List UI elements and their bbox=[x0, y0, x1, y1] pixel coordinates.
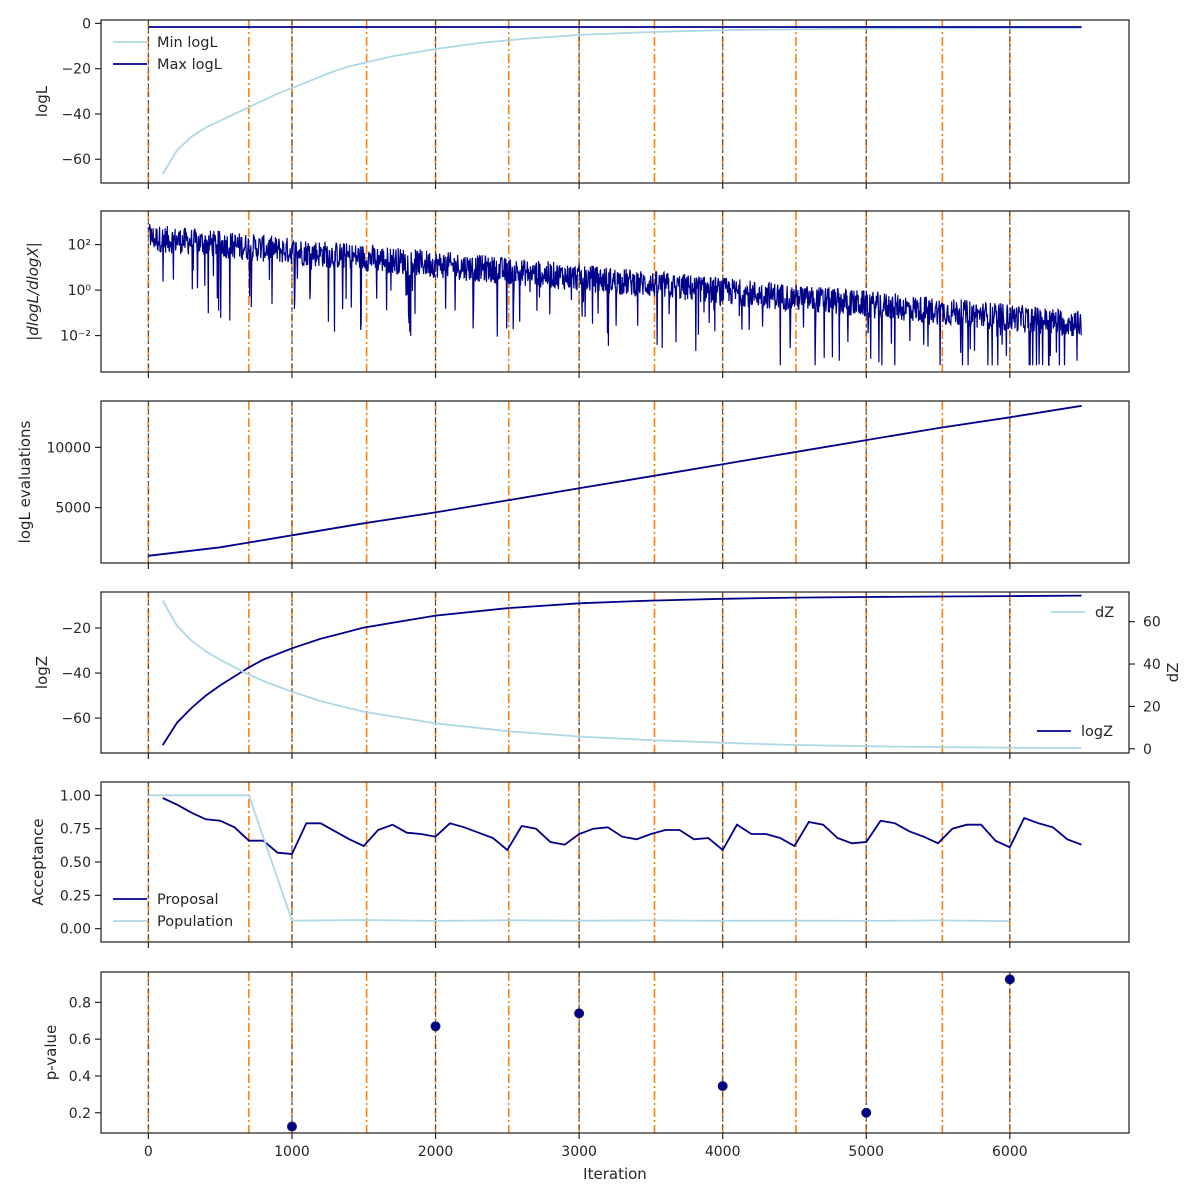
p-value-point bbox=[430, 1021, 441, 1032]
population-line bbox=[148, 794, 1010, 922]
x-tick-label: 2000 bbox=[418, 1144, 454, 1160]
legend-dz: dZ bbox=[1051, 605, 1114, 621]
panel-logz: −20 −40 −60 0 20 40 60 logZ dZ dZ logZ bbox=[33, 591, 1182, 759]
iteration-marker-lines bbox=[147, 401, 1011, 563]
plot-series bbox=[286, 974, 1015, 1132]
p-value-point bbox=[717, 1081, 728, 1092]
x-tick-label: 0 bbox=[144, 1144, 153, 1160]
legend-logz: logZ bbox=[1037, 724, 1113, 740]
y-tick-label: 0.4 bbox=[69, 1069, 91, 1085]
x-axis-ticks bbox=[147, 563, 1011, 569]
panel-dlogl-dlogx: 10² 10⁰ 10⁻² |dlogL/dlogX| bbox=[24, 210, 1130, 378]
y-tick-label: 0.6 bbox=[69, 1032, 91, 1048]
legend: Min logL Max logL bbox=[113, 35, 222, 73]
iteration-marker-lines bbox=[147, 972, 1011, 1133]
p-value-point bbox=[861, 1107, 872, 1118]
min-logl-line bbox=[161, 27, 1082, 175]
series-line bbox=[148, 404, 1082, 557]
right-y-axis-label: dZ bbox=[1164, 663, 1182, 683]
x-axis-label: Iteration bbox=[583, 1165, 647, 1183]
iteration-marker-lines bbox=[147, 782, 1011, 942]
y-axis-ticks: 0 −20 −40 −60 bbox=[61, 16, 101, 168]
x-axis-ticks bbox=[147, 183, 1011, 189]
x-axis-ticks: 0 1000 2000 3000 4000 5000 6000 bbox=[144, 1133, 1028, 1160]
p-value-point bbox=[1004, 974, 1015, 985]
y-tick-label: 0.75 bbox=[60, 822, 91, 838]
y-tick-label: −60 bbox=[61, 711, 91, 727]
x-tick-label: 6000 bbox=[992, 1144, 1028, 1160]
y-axis-ticks: 10² 10⁰ 10⁻² bbox=[60, 238, 101, 345]
y-axis-label: p-value bbox=[42, 1025, 60, 1081]
legend-label-logz: logZ bbox=[1081, 724, 1113, 740]
y-tick-label: 0.25 bbox=[60, 888, 91, 904]
x-axis-ticks bbox=[147, 372, 1011, 378]
y-tick-label: 10² bbox=[68, 238, 91, 254]
panel-p-value: 0.2 0.4 0.6 0.8 0 1000 2000 3000 4000 5000 6000 p… bbox=[42, 971, 1130, 1183]
derivative-line bbox=[147, 224, 1082, 366]
y-axis-ticks: −20 −40 −60 bbox=[61, 621, 101, 727]
y-axis-label: logZ bbox=[33, 656, 51, 689]
legend-label-max-logl: Max logL bbox=[157, 57, 222, 73]
legend-label-proposal: Proposal bbox=[157, 892, 219, 908]
p-value-point bbox=[574, 1008, 585, 1019]
y-axis-label: |dlogL/dlogX| bbox=[24, 242, 42, 341]
plot-series bbox=[161, 594, 1082, 749]
y-tick-label: 10000 bbox=[46, 440, 91, 456]
y-tick-label: 0.50 bbox=[60, 855, 91, 871]
y-tick-label: −20 bbox=[61, 62, 91, 78]
right-y-tick-label: 40 bbox=[1143, 657, 1161, 673]
legend-label-min-logl: Min logL bbox=[157, 35, 218, 51]
plot-series bbox=[147, 224, 1082, 366]
iteration-marker-lines bbox=[147, 20, 1011, 183]
x-tick-label: 4000 bbox=[705, 1144, 741, 1160]
x-tick-label: 3000 bbox=[561, 1144, 597, 1160]
x-axis-ticks bbox=[147, 942, 1011, 948]
proposal-line bbox=[162, 797, 1082, 855]
right-y-tick-label: 60 bbox=[1143, 615, 1161, 631]
y-tick-label: 0.00 bbox=[60, 922, 91, 938]
x-tick-label: 5000 bbox=[848, 1144, 884, 1160]
y-tick-label: −40 bbox=[61, 107, 91, 123]
panel-acceptance: 0.00 0.25 0.50 0.75 1.00 Acceptance Proposal… bbox=[29, 781, 1130, 948]
y-tick-label: 10⁻² bbox=[60, 329, 91, 345]
y-tick-label: 0.8 bbox=[69, 995, 91, 1011]
y-axis-ticks: 0.00 0.25 0.50 0.75 1.00 bbox=[60, 788, 101, 938]
legend: Proposal Population bbox=[113, 892, 233, 930]
plot-series bbox=[148, 26, 1082, 175]
x-tick-label: 1000 bbox=[274, 1144, 310, 1160]
y-tick-label: 10⁰ bbox=[68, 283, 92, 299]
panel-logl: 0 −20 −40 −60 logL Min logL Max logL bbox=[33, 16, 1130, 189]
y-axis-ticks: 5000 10000 bbox=[46, 440, 101, 517]
right-y-axis-ticks: 0 20 40 60 bbox=[1129, 615, 1161, 758]
y-tick-label: −60 bbox=[61, 152, 91, 168]
dz-line bbox=[161, 600, 1082, 749]
plot-series bbox=[148, 404, 1082, 557]
y-tick-label: 0 bbox=[82, 16, 91, 32]
y-axis-label: Acceptance bbox=[29, 818, 47, 905]
axes-frame bbox=[100, 210, 1130, 373]
plot-series bbox=[148, 794, 1082, 922]
logz-line bbox=[161, 594, 1082, 746]
y-tick-label: 1.00 bbox=[60, 788, 91, 804]
iteration-marker-lines bbox=[147, 592, 1011, 753]
y-tick-label: 0.2 bbox=[69, 1106, 91, 1122]
y-axis-label: logL evaluations bbox=[16, 420, 34, 543]
axes-frame bbox=[100, 400, 1130, 564]
y-tick-label: −20 bbox=[61, 621, 91, 637]
right-y-tick-label: 0 bbox=[1143, 742, 1152, 758]
y-tick-label: 5000 bbox=[55, 501, 91, 517]
x-axis-ticks bbox=[147, 753, 1011, 759]
y-axis-ticks: 0.2 0.4 0.6 0.8 bbox=[69, 995, 101, 1122]
p-value-point bbox=[286, 1121, 297, 1132]
panel-logl-evaluations: 5000 10000 logL evaluations bbox=[16, 400, 1130, 569]
legend-label-population: Population bbox=[157, 914, 233, 930]
right-y-tick-label: 20 bbox=[1143, 699, 1161, 715]
axes-frame bbox=[100, 971, 1130, 1134]
axes-frame bbox=[100, 19, 1130, 184]
legend-label-dz: dZ bbox=[1095, 605, 1114, 621]
y-tick-label: −40 bbox=[61, 666, 91, 682]
y-axis-label: logL bbox=[33, 85, 51, 117]
